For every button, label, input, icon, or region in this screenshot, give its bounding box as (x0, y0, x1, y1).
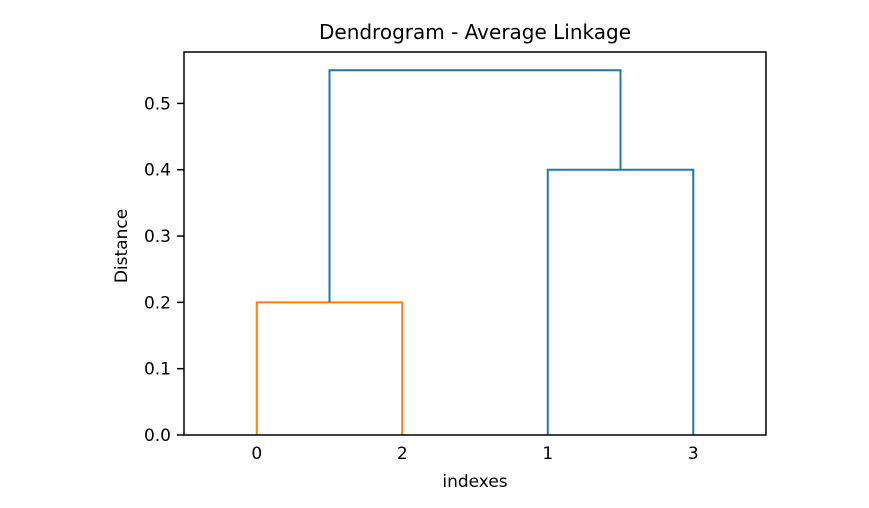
dendrogram-link (255, 301, 404, 435)
x-tick-label: 0 (251, 444, 262, 464)
x-axis-label: indexes (442, 472, 508, 492)
y-tick-label: 0.4 (144, 161, 171, 181)
x-tick-label: 1 (542, 444, 553, 464)
y-tick-label: 0.2 (144, 293, 171, 313)
y-tick-label: 0.3 (144, 227, 171, 247)
dendrogram-link (546, 168, 695, 435)
x-tick-label: 3 (688, 444, 699, 464)
y-tick-label: 0.1 (144, 360, 171, 380)
dendrogram-link (328, 69, 622, 303)
y-tick-label: 0.5 (144, 94, 171, 114)
y-tick-label: 0.0 (144, 426, 171, 446)
plot-border (183, 51, 767, 436)
chart-title: Dendrogram - Average Linkage (318, 20, 632, 44)
x-tick-label: 2 (397, 444, 408, 464)
